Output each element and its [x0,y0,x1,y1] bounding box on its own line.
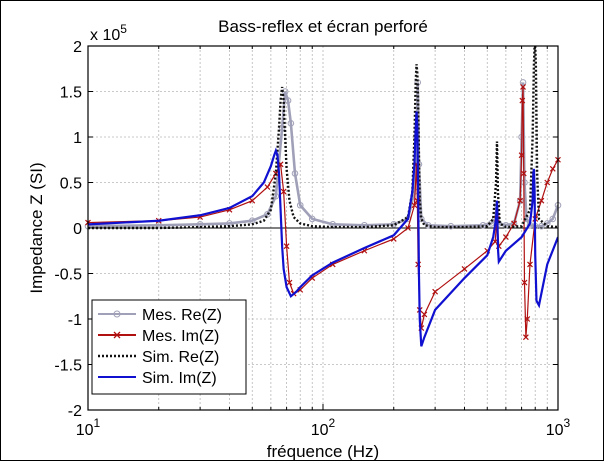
y-exponent-label: x 105 [90,22,127,44]
series-point-mes-im [518,152,525,159]
x-axis-label: fréquence (Hz) [267,442,379,461]
series-group [84,46,562,347]
series-point-mes-re [287,120,295,127]
x-tick-label: 101 [76,416,101,439]
legend-label-2: Sim. Re(Z) [142,349,219,366]
series-line-3 [88,111,558,347]
series-point-mes-im [411,202,418,209]
series-point-mes-im [283,243,290,250]
x-tick-label: 103 [546,416,571,439]
legend-label-1: Mes. Im(Z) [142,328,219,345]
chart-title: Bass-reflex et écran perforé [218,17,428,36]
series-point-mes-im [520,170,527,177]
y-tick-label: 1 [73,130,82,147]
series-point-mes-im [511,220,517,227]
x-tick-label: 102 [311,416,336,439]
legend: Mes. Re(Z) Mes. Im(Z) Sim. Re(Z) Sim. Im(Z) [91,299,247,395]
legend-marker-x [113,331,121,339]
series-point-mes-im [502,234,509,241]
series-point-mes-re [155,221,163,229]
series-point-mes-re [296,201,304,209]
y-tick-label: -1 [68,312,82,329]
series-line-2 [88,46,558,230]
series-point-mes-im [538,197,545,204]
series-point-mes-re [549,215,557,223]
y-axis-label: Impedance Z (SI) [27,162,46,293]
legend-label-0: Mes. Re(Z) [142,307,222,324]
series-point-mes-re [284,97,292,104]
y-tick-label: 0.5 [60,176,82,193]
series-point-mes-im [390,235,397,242]
series-point-mes-im [520,84,526,90]
y-tick-label: 1.5 [60,85,82,102]
series-point-mes-re [272,192,280,200]
series-point-mes-im [264,184,271,190]
series-point-mes-re [519,79,527,86]
series-point-mes-im [522,334,529,341]
series-point-mes-re [521,179,528,186]
legend-box [91,299,247,395]
series-point-mes-im [519,97,526,104]
y-tick-label: -0.5 [54,267,82,284]
series-point-mes-re [308,215,316,223]
series-point-mes-im [272,170,279,177]
series-point-mes-im [544,179,551,186]
legend-marker-circle [113,310,121,318]
series-point-mes-im [461,266,468,272]
series-point-mes-im [280,188,287,195]
series-point-mes-im [517,197,524,204]
series-point-mes-im [286,279,293,286]
series-point-mes-im [524,316,531,322]
series-point-mes-im [527,261,533,268]
series-point-mes-re [291,170,299,177]
series-point-mes-im [405,225,411,231]
legend-label-3: Sim. Im(Z) [142,370,217,387]
series-point-mes-im [432,288,439,295]
series-point-mes-im [521,279,528,286]
series-point-mes-im [421,311,428,318]
series-point-mes-re [538,222,545,230]
y-tick-label: -2 [68,403,82,420]
y-tick-label: 2 [73,39,82,56]
y-tick-label: -1.5 [54,358,82,375]
series-point-mes-im [249,197,256,204]
y-tick-label: 0 [73,221,82,238]
series-point-mes-im [549,165,556,172]
